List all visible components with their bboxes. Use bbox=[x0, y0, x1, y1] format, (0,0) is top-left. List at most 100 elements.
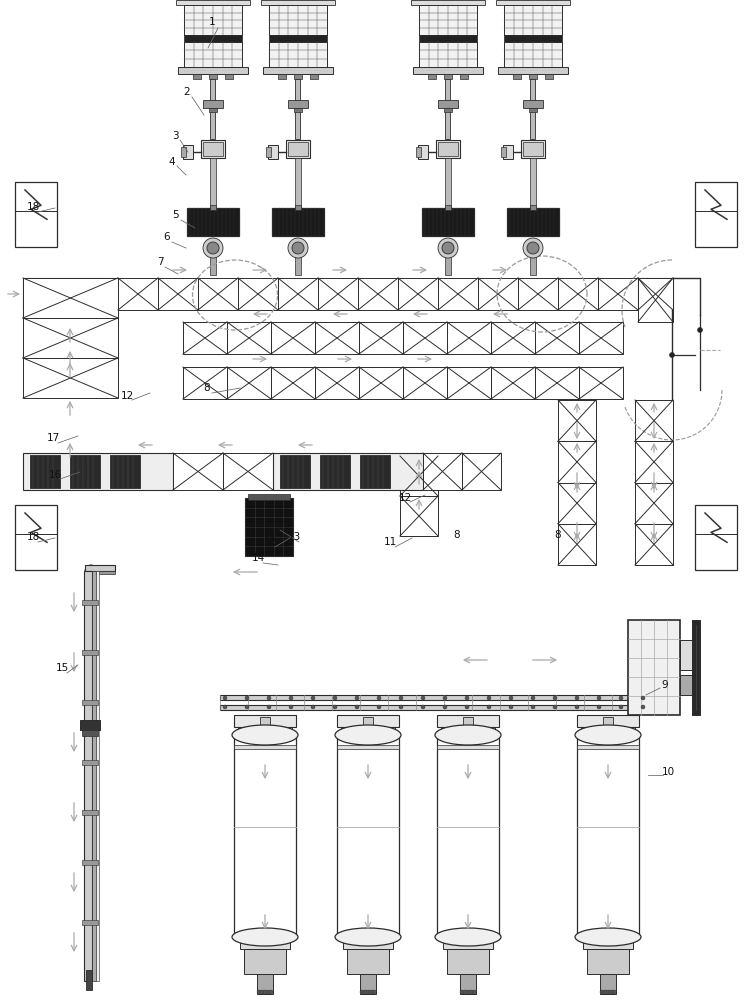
Bar bbox=[418, 145, 428, 159]
Circle shape bbox=[619, 705, 623, 709]
Bar bbox=[173, 453, 223, 490]
Circle shape bbox=[669, 353, 675, 358]
Bar bbox=[201, 140, 225, 158]
Bar bbox=[437, 737, 499, 937]
Bar bbox=[234, 737, 296, 937]
Bar bbox=[635, 483, 673, 524]
Bar bbox=[30, 455, 60, 488]
Bar bbox=[288, 142, 308, 156]
Circle shape bbox=[465, 705, 469, 709]
Bar bbox=[183, 367, 227, 399]
Circle shape bbox=[553, 696, 557, 700]
Bar bbox=[220, 705, 665, 710]
Bar bbox=[184, 5, 242, 35]
Bar bbox=[529, 74, 537, 79]
Bar bbox=[245, 498, 293, 556]
Bar bbox=[635, 400, 673, 441]
Circle shape bbox=[245, 696, 249, 700]
Bar bbox=[337, 737, 399, 937]
Bar bbox=[460, 74, 468, 79]
Circle shape bbox=[460, 990, 464, 994]
Bar bbox=[463, 717, 473, 737]
Circle shape bbox=[257, 990, 261, 994]
Bar bbox=[184, 35, 242, 42]
Bar bbox=[411, 0, 485, 5]
Circle shape bbox=[443, 696, 447, 700]
Bar bbox=[521, 140, 545, 158]
Bar bbox=[260, 717, 270, 737]
Circle shape bbox=[267, 705, 271, 709]
Circle shape bbox=[600, 990, 604, 994]
Circle shape bbox=[553, 705, 557, 709]
Bar bbox=[82, 920, 98, 925]
Bar bbox=[210, 205, 216, 210]
Bar bbox=[183, 322, 227, 354]
Bar bbox=[295, 255, 301, 275]
Bar bbox=[295, 79, 301, 139]
Circle shape bbox=[487, 705, 491, 709]
Circle shape bbox=[442, 242, 454, 254]
Bar bbox=[529, 108, 537, 112]
Text: 17: 17 bbox=[46, 433, 60, 443]
Circle shape bbox=[372, 990, 376, 994]
Bar bbox=[423, 453, 462, 490]
Text: 7: 7 bbox=[156, 257, 163, 267]
Circle shape bbox=[641, 696, 645, 700]
Bar bbox=[403, 322, 447, 354]
Bar bbox=[272, 208, 324, 236]
Bar bbox=[638, 278, 673, 310]
Circle shape bbox=[333, 696, 337, 700]
Circle shape bbox=[469, 990, 473, 994]
Circle shape bbox=[263, 990, 267, 994]
Bar bbox=[269, 35, 327, 42]
Ellipse shape bbox=[435, 725, 501, 745]
Circle shape bbox=[399, 705, 403, 709]
Text: 2: 2 bbox=[184, 87, 190, 97]
Circle shape bbox=[509, 705, 513, 709]
Circle shape bbox=[606, 990, 610, 994]
Circle shape bbox=[697, 328, 702, 332]
Circle shape bbox=[266, 990, 270, 994]
Bar bbox=[579, 367, 623, 399]
Bar bbox=[176, 0, 250, 5]
Ellipse shape bbox=[335, 725, 401, 745]
Bar bbox=[210, 158, 216, 208]
Circle shape bbox=[619, 696, 623, 700]
Circle shape bbox=[487, 696, 491, 700]
Bar bbox=[581, 727, 635, 735]
Bar bbox=[257, 974, 273, 994]
Circle shape bbox=[223, 705, 227, 709]
Bar bbox=[263, 67, 333, 74]
Bar bbox=[503, 145, 513, 159]
Circle shape bbox=[333, 705, 337, 709]
Circle shape bbox=[245, 705, 249, 709]
Bar bbox=[437, 745, 499, 749]
Text: 4: 4 bbox=[169, 157, 175, 167]
Bar bbox=[628, 620, 680, 715]
Bar bbox=[234, 745, 296, 749]
Bar bbox=[447, 949, 489, 974]
Bar bbox=[443, 941, 493, 949]
Circle shape bbox=[527, 242, 539, 254]
Bar bbox=[359, 322, 403, 354]
Bar bbox=[598, 278, 638, 310]
Bar bbox=[341, 727, 395, 735]
Bar bbox=[419, 35, 477, 42]
Bar bbox=[635, 441, 673, 483]
Bar bbox=[558, 524, 596, 565]
Bar bbox=[445, 205, 451, 210]
Bar bbox=[638, 278, 673, 322]
Bar bbox=[347, 949, 389, 974]
Bar bbox=[240, 941, 290, 949]
Bar bbox=[403, 367, 447, 399]
Bar bbox=[210, 79, 215, 139]
Bar bbox=[695, 505, 737, 570]
Bar bbox=[23, 453, 173, 490]
Bar bbox=[478, 278, 518, 310]
Bar bbox=[244, 949, 286, 974]
Circle shape bbox=[289, 705, 293, 709]
Bar bbox=[436, 140, 460, 158]
Bar bbox=[695, 182, 737, 247]
Bar bbox=[23, 358, 118, 398]
Text: 18: 18 bbox=[26, 202, 40, 212]
